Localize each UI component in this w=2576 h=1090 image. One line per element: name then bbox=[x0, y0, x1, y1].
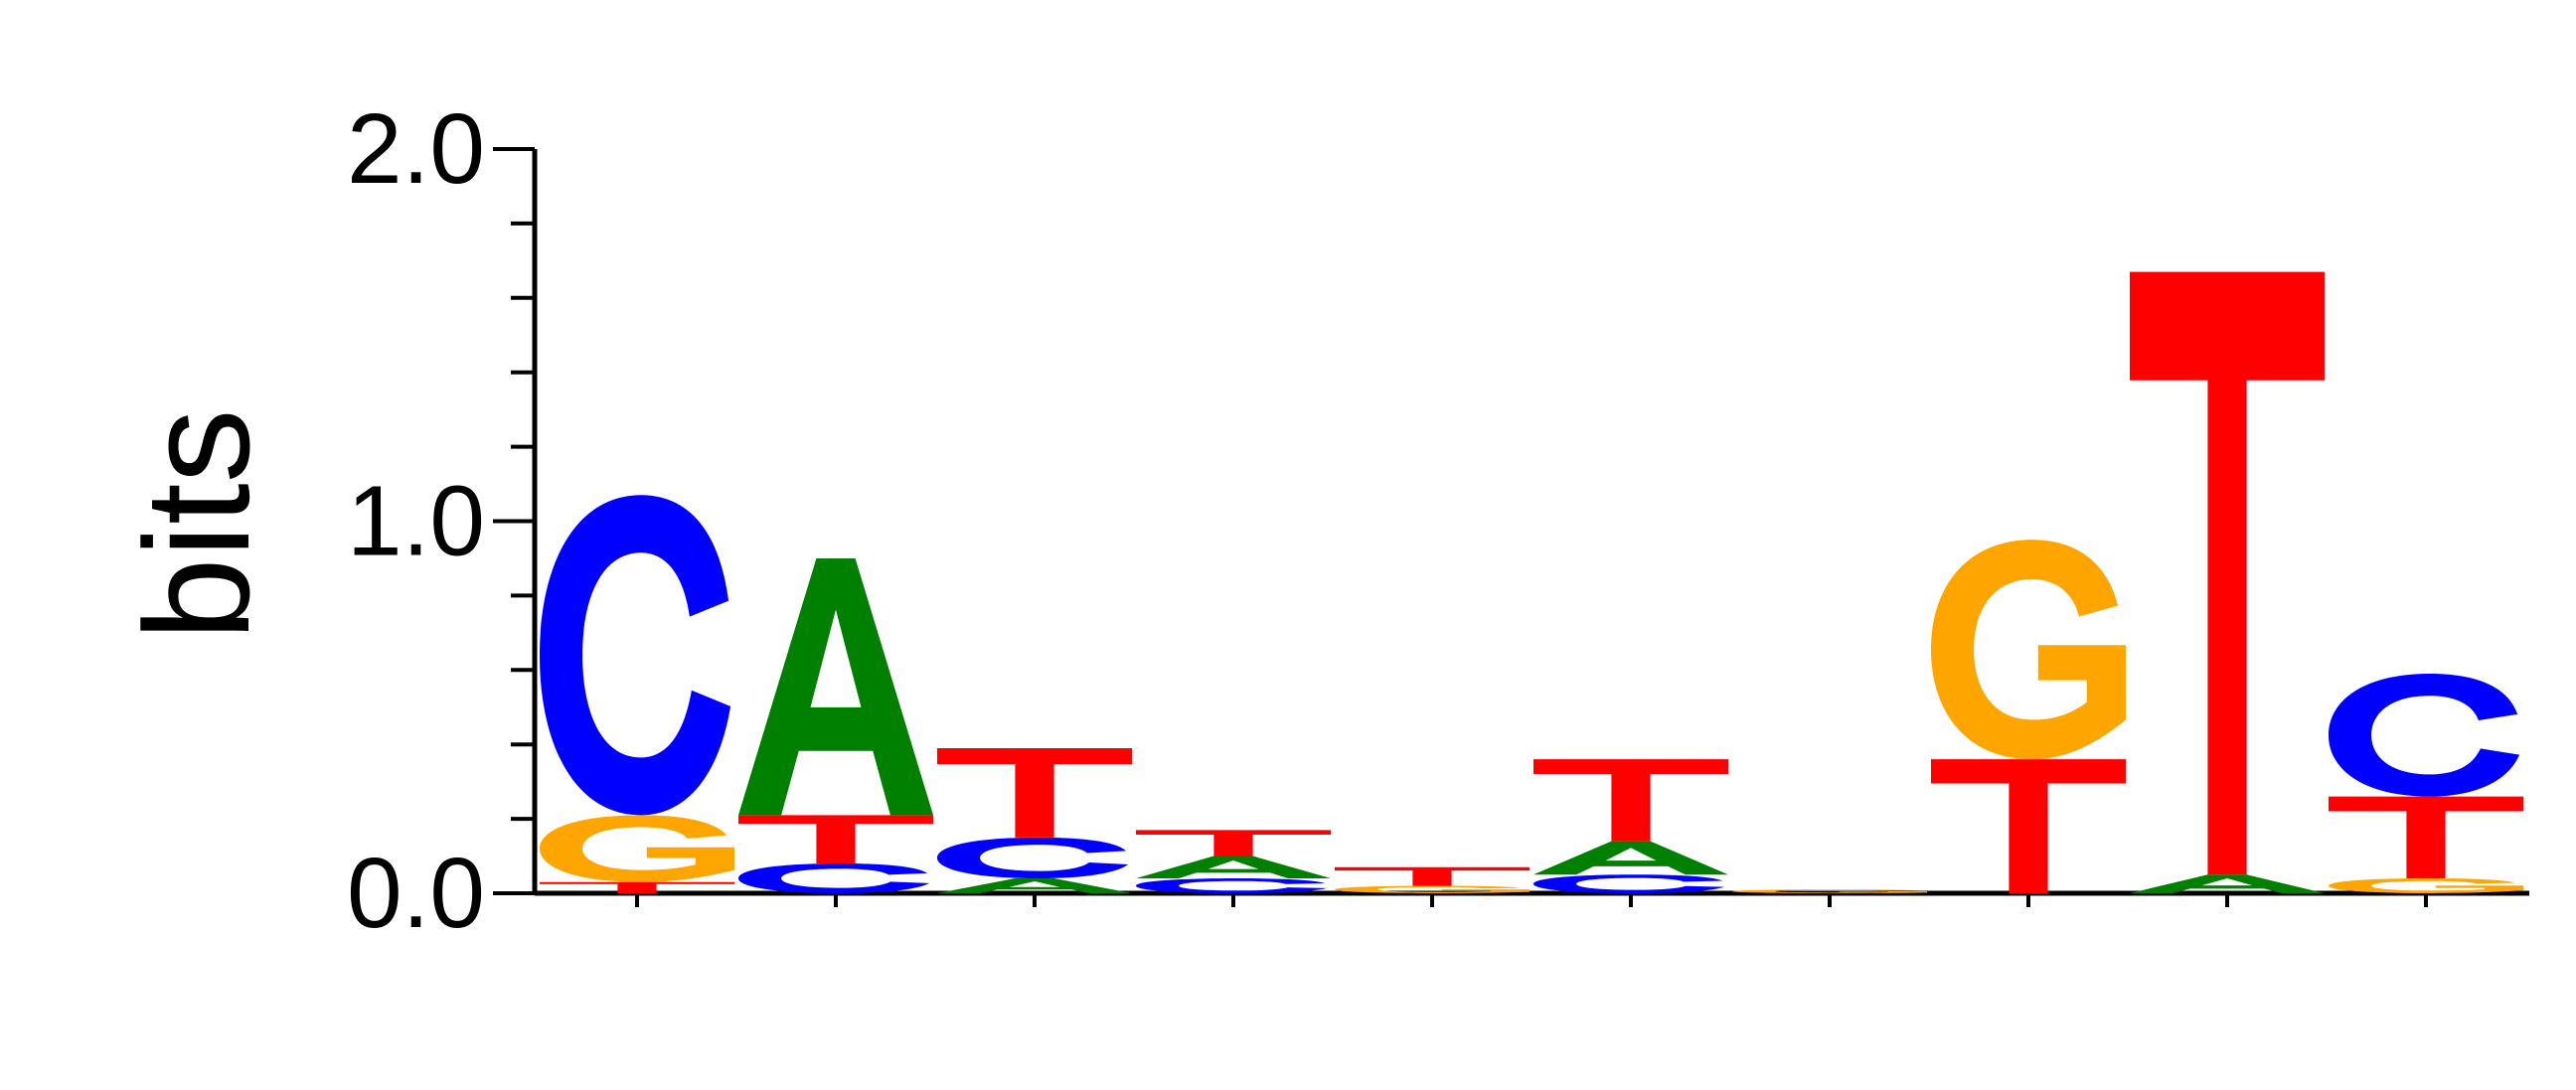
y-axis-label: bits bbox=[113, 408, 280, 640]
letter-G-pos7 bbox=[1732, 889, 1927, 893]
letter-T-pos1 bbox=[540, 881, 734, 893]
y-tick-label: 0.0 bbox=[347, 838, 485, 949]
letter-G-pos1 bbox=[540, 815, 734, 882]
y-tick-label: 1.0 bbox=[347, 466, 485, 577]
letter-C-pos3 bbox=[937, 837, 1129, 879]
letter-T-pos4 bbox=[1136, 830, 1331, 856]
letter-G-pos5 bbox=[1335, 885, 1530, 893]
letter-C-pos6 bbox=[1533, 874, 1725, 893]
letter-C-pos2 bbox=[738, 863, 930, 893]
letter-A-pos3 bbox=[937, 878, 1132, 893]
letter-G-pos8 bbox=[1931, 540, 2126, 760]
y-tick-label: 2.0 bbox=[347, 93, 485, 205]
letter-T-pos3 bbox=[937, 747, 1132, 838]
letter-T-pos2 bbox=[738, 815, 933, 864]
letter-A-pos9 bbox=[2130, 874, 2325, 893]
letter-T-pos5 bbox=[1335, 866, 1530, 886]
letter-T-pos8 bbox=[1931, 759, 2126, 893]
letter-T-pos9 bbox=[2130, 271, 2325, 875]
letter-A-pos2 bbox=[738, 557, 933, 816]
letter-A-pos4 bbox=[1136, 856, 1331, 879]
letter-G-pos10 bbox=[2329, 878, 2523, 893]
letter-T-pos6 bbox=[1533, 759, 1728, 842]
letter-C-pos10 bbox=[2329, 674, 2520, 797]
letter-A-pos6 bbox=[1533, 841, 1728, 875]
axis-layer: 0.0 1.0 2.0 bbox=[347, 93, 2529, 949]
letter-layer bbox=[540, 271, 2523, 893]
letter-C-pos4 bbox=[1136, 878, 1328, 893]
letter-C-pos1 bbox=[540, 495, 731, 816]
letter-T-pos10 bbox=[2329, 796, 2523, 879]
